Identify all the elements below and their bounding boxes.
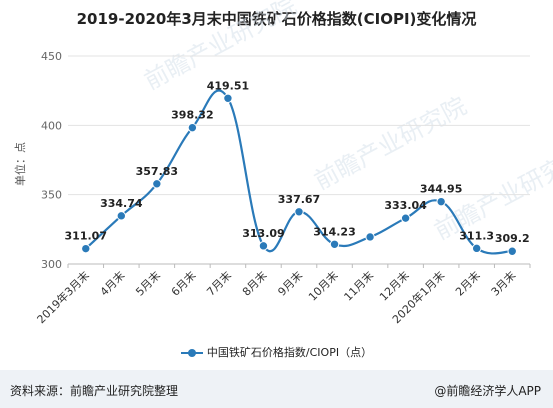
data-label: 344.95 — [420, 183, 462, 196]
data-point — [400, 213, 411, 223]
data-label: 419.51 — [207, 79, 249, 92]
data-label: 398.32 — [171, 109, 213, 122]
y-axis-ticks: 300 350 400 450 — [41, 50, 62, 271]
data-label: 357.83 — [136, 165, 178, 178]
data-point — [294, 207, 304, 217]
data-label: 311.07 — [65, 230, 107, 243]
y-axis-label: 单位：点 — [13, 142, 27, 186]
data-label: 334.74 — [100, 197, 143, 210]
x-tick-label: 7月末 — [204, 268, 234, 298]
data-point — [471, 243, 482, 254]
gridlines — [68, 55, 530, 265]
series-group: 311.07 334.74 357.83 398.32 419.51 313.09 337.… — [65, 79, 530, 256]
data-point — [152, 179, 162, 189]
data-label: 337.67 — [278, 193, 320, 206]
x-tick-label: 6月末 — [168, 268, 198, 298]
y-tick-label: 300 — [41, 258, 62, 271]
x-tick-label: 12月末 — [376, 268, 411, 303]
y-tick-label: 450 — [41, 50, 62, 63]
data-point — [365, 232, 375, 242]
data-point — [329, 239, 340, 249]
y-tick-label: 350 — [41, 189, 62, 202]
data-point — [187, 122, 198, 133]
x-tick-label: 4月末 — [97, 268, 127, 298]
legend-label: 中国铁矿石价格指数/CIOPI（点） — [206, 346, 373, 359]
x-tick-label: 2019年3月末 — [34, 268, 92, 326]
data-point — [507, 246, 517, 256]
legend: 中国铁矿石价格指数/CIOPI（点） — [0, 344, 553, 360]
x-axis-ticks: 2019年3月末 4月末 5月末 6月末 7月末 8月末 9月末 10月末 11月末 12月末20… — [34, 264, 531, 326]
data-point — [116, 211, 127, 221]
data-point — [81, 243, 91, 254]
brand-credit: @前瞻经济学人APP — [434, 384, 541, 398]
y-tick-label: 400 — [41, 119, 62, 132]
x-tick-label: 10月末 — [305, 268, 340, 303]
data-label: 309.2 — [495, 232, 530, 245]
data-label: 311.3 — [459, 229, 494, 242]
data-point — [436, 196, 446, 207]
x-tick-label: 9月末 — [275, 268, 305, 298]
x-tick-label: 5月末 — [133, 268, 163, 298]
x-tick-label: 3月末 — [488, 268, 518, 298]
data-label: 313.09 — [242, 227, 284, 240]
source-note: 资料来源：前瞻产业研究院整理 — [10, 384, 179, 398]
data-point — [223, 93, 233, 103]
x-tick-label: 8月末 — [239, 268, 269, 298]
x-tick-label: 11月末 — [341, 268, 376, 303]
footer: 资料来源：前瞻产业研究院整理 @前瞻经济学人APP — [0, 370, 553, 408]
data-point — [258, 241, 269, 251]
watermark-text: 前瞻产业研究院 — [310, 92, 471, 196]
legend-marker — [180, 348, 203, 358]
chart-title: 2019-2020年3月末中国铁矿石价格指数(CIOPI)变化情况 — [76, 10, 477, 28]
data-label: 333.04 — [384, 199, 427, 212]
data-label: 314.23 — [313, 225, 355, 238]
x-tick-label: 2月末 — [452, 268, 482, 298]
